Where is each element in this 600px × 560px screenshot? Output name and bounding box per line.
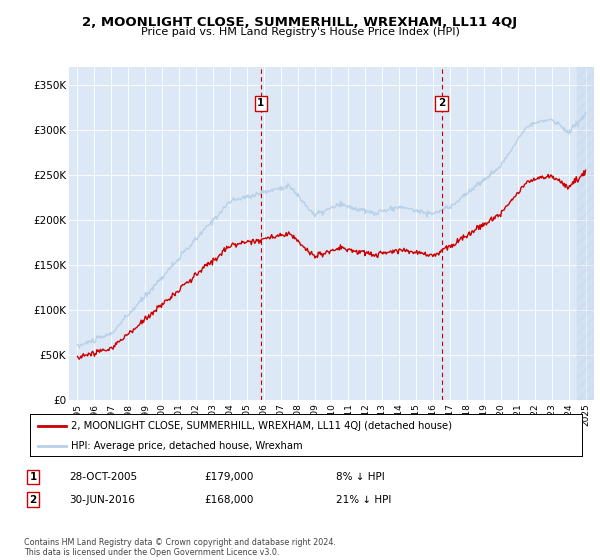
Text: HPI: Average price, detached house, Wrexham: HPI: Average price, detached house, Wrex… <box>71 441 303 451</box>
Bar <box>577 67 594 400</box>
Text: £168,000: £168,000 <box>204 494 253 505</box>
Text: £179,000: £179,000 <box>204 472 253 482</box>
Text: 2: 2 <box>29 494 37 505</box>
Text: Price paid vs. HM Land Registry's House Price Index (HPI): Price paid vs. HM Land Registry's House … <box>140 27 460 37</box>
Text: 28-OCT-2005: 28-OCT-2005 <box>69 472 137 482</box>
Text: 30-JUN-2016: 30-JUN-2016 <box>69 494 135 505</box>
Text: 2, MOONLIGHT CLOSE, SUMMERHILL, WREXHAM, LL11 4QJ: 2, MOONLIGHT CLOSE, SUMMERHILL, WREXHAM,… <box>82 16 518 29</box>
Text: 2: 2 <box>438 98 445 108</box>
Text: 8% ↓ HPI: 8% ↓ HPI <box>336 472 385 482</box>
Text: 21% ↓ HPI: 21% ↓ HPI <box>336 494 391 505</box>
Text: Contains HM Land Registry data © Crown copyright and database right 2024.
This d: Contains HM Land Registry data © Crown c… <box>24 538 336 557</box>
Text: 2, MOONLIGHT CLOSE, SUMMERHILL, WREXHAM, LL11 4QJ (detached house): 2, MOONLIGHT CLOSE, SUMMERHILL, WREXHAM,… <box>71 421 452 431</box>
Text: 1: 1 <box>257 98 265 108</box>
Text: 1: 1 <box>29 472 37 482</box>
